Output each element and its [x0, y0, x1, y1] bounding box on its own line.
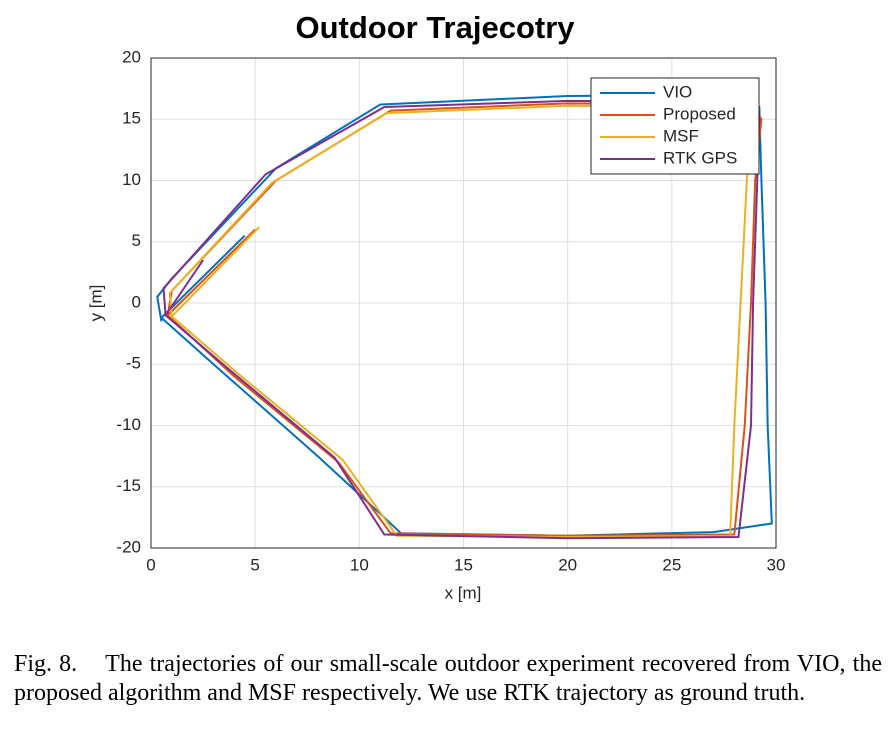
x-tick-label: 5 [250, 555, 259, 574]
x-tick-label: 10 [350, 555, 369, 574]
chart: Outdoor Trajecotry x [m] y [m] 0 5 10 15 20 2… [86, 10, 786, 602]
y-tick-label: -5 [126, 354, 141, 373]
caption-text: The trajectories of our small-scale outd… [14, 651, 882, 706]
x-tick-label: 15 [454, 555, 473, 574]
trajectory-line [168, 104, 755, 538]
y-tick-label: -15 [116, 476, 141, 495]
y-tick-label: 15 [122, 109, 141, 128]
x-axis-label: x [m] [445, 583, 482, 602]
caption: Fig. 8. The trajectories of our small-sca… [14, 650, 882, 708]
x-tick-label: 20 [558, 555, 577, 574]
y-tick-label: -10 [116, 415, 141, 434]
legend-label: Proposed [663, 104, 736, 123]
legend-label: MSF [663, 126, 699, 145]
x-tick-label: 30 [767, 555, 786, 574]
y-tick-label: 0 [132, 292, 141, 311]
x-tick-label: 0 [146, 555, 155, 574]
caption-label: Fig. 8. [14, 651, 78, 677]
legend-label: RTK GPS [663, 148, 737, 167]
x-tick-label: 25 [662, 555, 681, 574]
trajectory-line [162, 99, 761, 540]
y-tick-label: 10 [122, 170, 141, 189]
y-tick-label: 5 [132, 231, 141, 250]
y-tick-label: -20 [116, 537, 141, 556]
y-tick-label: 20 [122, 47, 141, 66]
axes-box [150, 57, 777, 549]
chart-title: Outdoor Trajecotry [295, 10, 575, 45]
legend-label: VIO [663, 82, 692, 101]
y-axis-label: y [m] [86, 285, 105, 322]
